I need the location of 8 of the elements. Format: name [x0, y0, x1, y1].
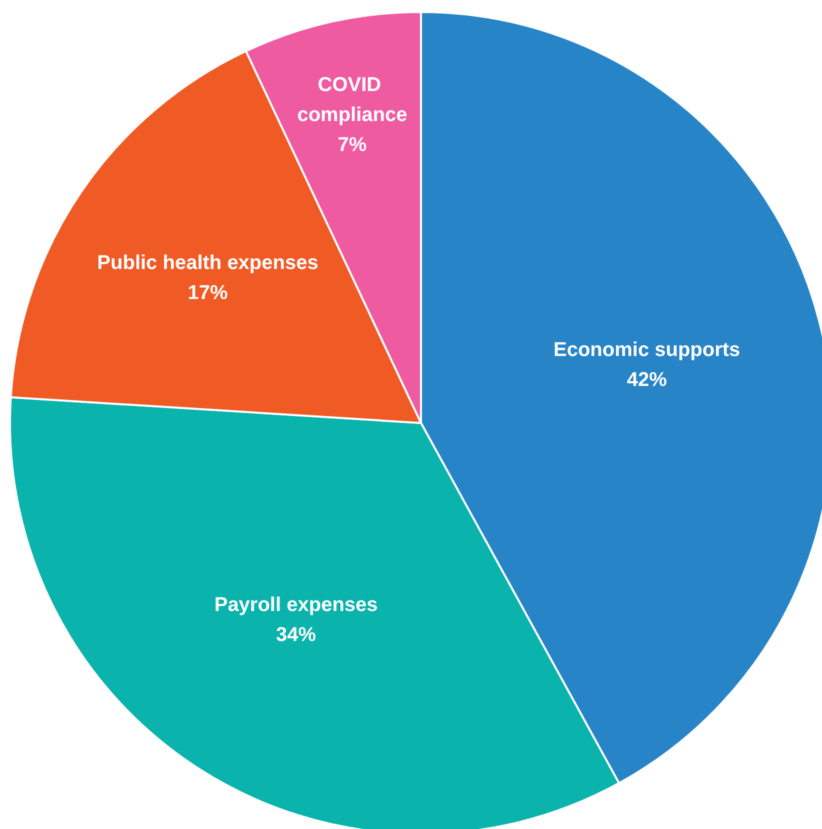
data-label: 42% — [626, 369, 668, 392]
data-label: 7% — [338, 134, 367, 156]
data-label: 34% — [276, 624, 316, 646]
slice-label: COVID compliance — [297, 74, 408, 126]
slice-label: Public health expenses — [97, 252, 318, 274]
slice-label: Economic supports — [553, 339, 740, 362]
slice-label: Payroll expenses — [214, 594, 378, 616]
data-label: 17% — [188, 282, 228, 304]
